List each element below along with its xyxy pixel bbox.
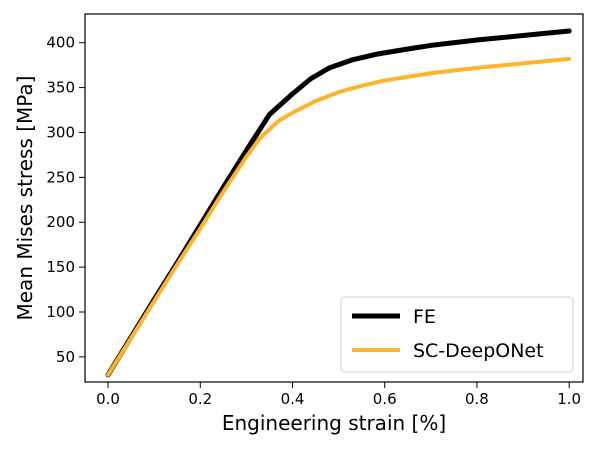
lines-layer (105, 28, 572, 378)
x-tick-label: 0.8 (465, 390, 489, 408)
x-tick-label: 0.0 (96, 390, 120, 408)
y-tick-label: 400 (46, 34, 75, 52)
plot-frame (84, 13, 584, 383)
x-tick-label: 0.6 (373, 390, 397, 408)
x-tick-label: 0.2 (188, 390, 212, 408)
y-tick-label: 150 (46, 258, 75, 276)
y-tick-label: 50 (56, 348, 75, 366)
legend-label-sc-deeponet: SC-DeepONet (413, 340, 544, 362)
ticks-layer: 0.0 0.2 0.4 0.6 0.8 1.0 50 100 150 200 250 300 350 40… (46, 34, 581, 408)
y-tick-label: 100 (46, 303, 75, 321)
y-tick-label: 300 (46, 123, 75, 141)
y-axis-label: Mean Mises stress [MPa] (13, 76, 37, 321)
y-tick-label: 250 (46, 168, 75, 186)
x-tick-label: 1.0 (557, 390, 581, 408)
legend-label-fe: FE (413, 306, 436, 328)
series-line-sc-deeponet (106, 56, 572, 377)
y-tick-label: 350 (46, 79, 75, 97)
x-axis-label: Engineering strain [%] (222, 411, 446, 435)
legend: FE SC-DeepONet (340, 296, 574, 373)
y-tick-label: 200 (46, 213, 75, 231)
x-tick-label: 0.4 (281, 390, 305, 408)
